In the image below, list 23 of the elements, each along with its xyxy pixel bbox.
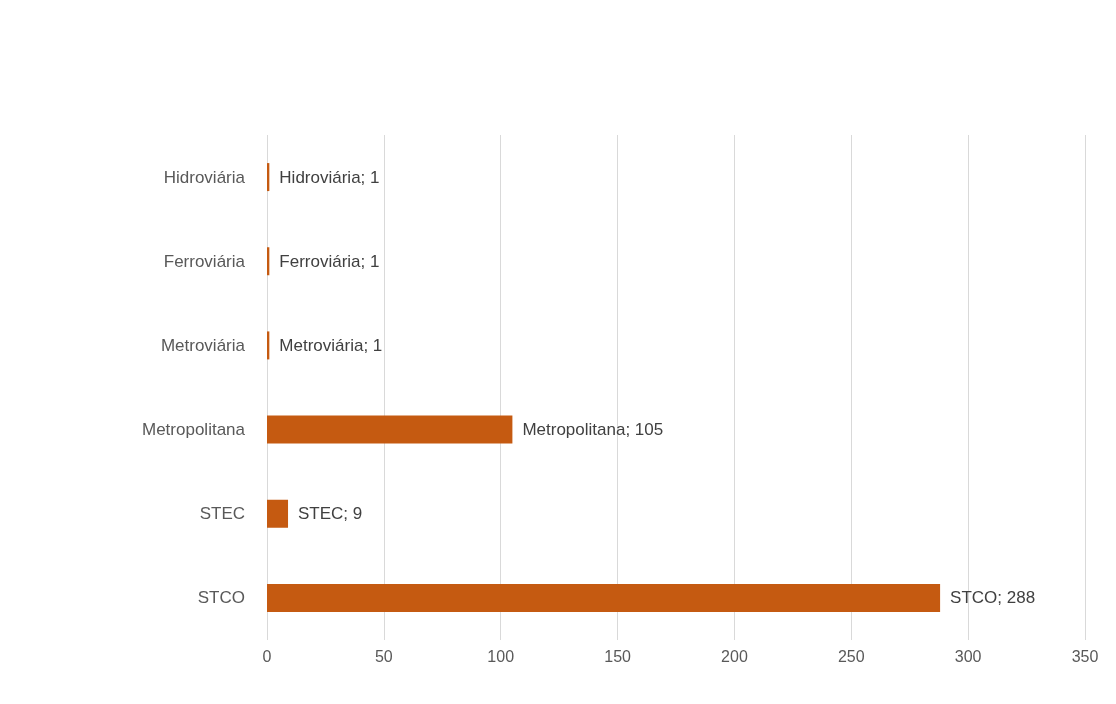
y-tick-label: STEC <box>199 504 245 524</box>
bar <box>267 583 941 612</box>
y-tick-label: Metroviária <box>160 335 246 355</box>
data-label: Hidroviária; 1 <box>279 167 380 187</box>
x-tick-label: 0 <box>262 647 272 665</box>
x-tick-label: 100 <box>487 647 515 665</box>
data-label: STCO; 288 <box>950 588 1036 608</box>
data-label: STEC; 9 <box>298 504 363 524</box>
x-tick-label: 350 <box>1071 647 1099 665</box>
data-label: Metroviária; 1 <box>279 335 383 355</box>
bar <box>267 415 513 444</box>
x-tick-label: 200 <box>721 647 748 665</box>
x-tick-label: 150 <box>604 647 632 665</box>
x-tick-label: 250 <box>837 647 865 665</box>
y-tick-label: Metropolitana <box>141 420 246 440</box>
x-tick-label: 300 <box>954 647 982 665</box>
y-tick-label: STCO <box>197 588 245 608</box>
y-tick-label: Hidroviária <box>163 167 246 187</box>
data-label: Metropolitana; 105 <box>522 420 664 440</box>
data-label: Ferroviária; 1 <box>279 251 380 271</box>
x-tick-label: 50 <box>374 647 393 665</box>
y-tick-label: Ferroviária <box>163 251 246 271</box>
bar <box>267 499 289 528</box>
